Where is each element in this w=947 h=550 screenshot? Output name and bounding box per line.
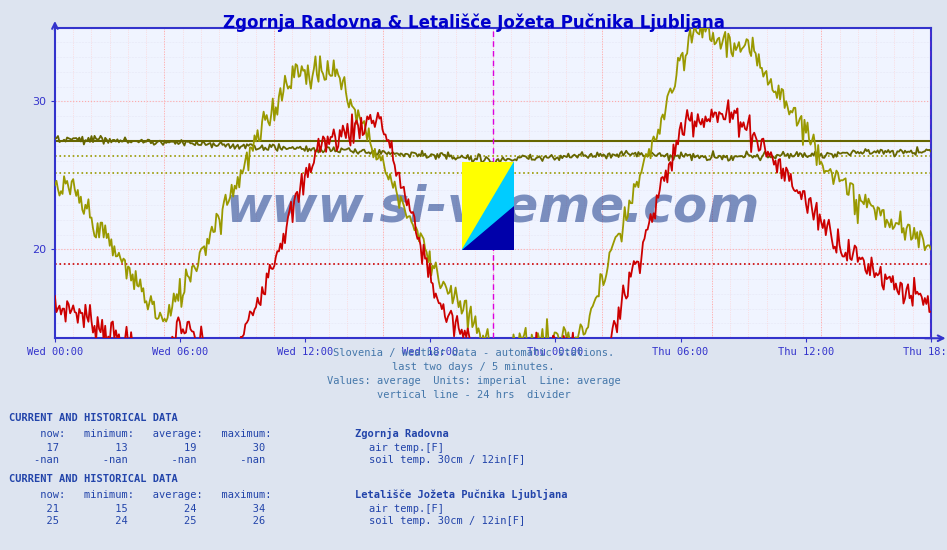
Text: 17         13         19         30: 17 13 19 30 bbox=[9, 443, 266, 453]
Text: air temp.[F]: air temp.[F] bbox=[369, 443, 444, 453]
Text: now:   minimum:   average:   maximum:: now: minimum: average: maximum: bbox=[9, 490, 272, 500]
Polygon shape bbox=[462, 162, 514, 250]
Text: 21         15         24         34: 21 15 24 34 bbox=[9, 504, 266, 514]
Text: CURRENT AND HISTORICAL DATA: CURRENT AND HISTORICAL DATA bbox=[9, 474, 178, 484]
Text: Letališče Jožeta Pučnika Ljubljana: Letališče Jožeta Pučnika Ljubljana bbox=[355, 490, 567, 500]
Text: www.si-vreme.com: www.si-vreme.com bbox=[225, 184, 760, 232]
Text: air temp.[F]: air temp.[F] bbox=[369, 504, 444, 514]
Text: soil temp. 30cm / 12in[F]: soil temp. 30cm / 12in[F] bbox=[369, 455, 526, 465]
Text: Zgornja Radovna: Zgornja Radovna bbox=[355, 428, 449, 439]
Text: -nan       -nan       -nan       -nan: -nan -nan -nan -nan bbox=[9, 455, 266, 465]
Text: soil temp. 30cm / 12in[F]: soil temp. 30cm / 12in[F] bbox=[369, 516, 526, 526]
Polygon shape bbox=[462, 206, 514, 250]
Polygon shape bbox=[462, 162, 514, 250]
Text: CURRENT AND HISTORICAL DATA: CURRENT AND HISTORICAL DATA bbox=[9, 412, 178, 423]
Text: 25         24         25         26: 25 24 25 26 bbox=[9, 516, 266, 526]
Text: now:   minimum:   average:   maximum:: now: minimum: average: maximum: bbox=[9, 429, 272, 439]
Text: Slovenia / weather data - automatic stations.
last two days / 5 minutes.
Values:: Slovenia / weather data - automatic stat… bbox=[327, 348, 620, 400]
Text: Zgornja Radovna & Letališče Jožeta Pučnika Ljubljana: Zgornja Radovna & Letališče Jožeta Pučni… bbox=[223, 14, 724, 32]
